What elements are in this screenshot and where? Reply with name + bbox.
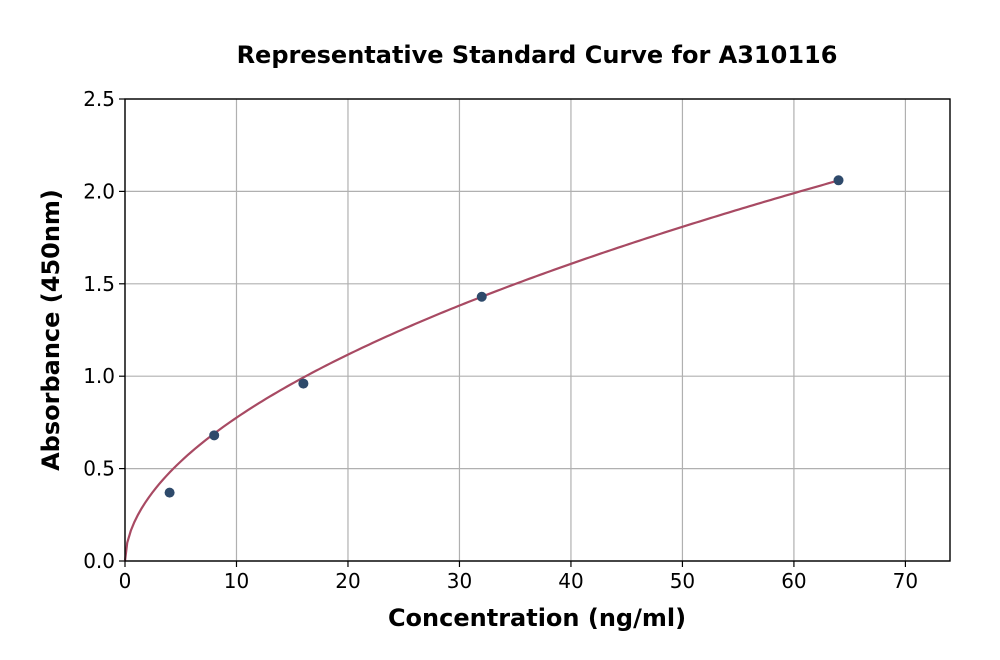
data-point — [298, 378, 309, 389]
y-axis-label: Absorbance (450nm) — [37, 189, 65, 471]
data-points — [164, 175, 844, 498]
x-tick-label: 0 — [119, 569, 132, 593]
data-point — [164, 487, 175, 498]
grid-lines — [124, 98, 950, 562]
x-tick-label: 40 — [558, 569, 583, 593]
data-point — [833, 175, 844, 186]
y-tick-label: 1.5 — [83, 272, 115, 296]
chart-title: Representative Standard Curve for A31011… — [237, 41, 838, 69]
x-axis-label: Concentration (ng/ml) — [388, 604, 686, 632]
y-tick-label: 1.0 — [83, 364, 115, 388]
x-tick-label: 30 — [447, 569, 472, 593]
x-tick-label: 50 — [670, 569, 695, 593]
data-point — [209, 430, 220, 441]
x-tick-label: 60 — [781, 569, 806, 593]
x-tick-label: 70 — [893, 569, 918, 593]
y-tick-label: 0.0 — [83, 549, 115, 573]
fit-curve-layer — [123, 179, 839, 562]
y-tick-label: 2.0 — [83, 179, 115, 203]
plot-frame — [124, 98, 951, 562]
x-tick-label: 10 — [224, 569, 249, 593]
fit-curve-line — [123, 179, 839, 562]
x-tick-label: 20 — [335, 569, 360, 593]
data-point — [476, 291, 487, 302]
y-tick-label: 0.5 — [83, 457, 115, 481]
axis-ticks: 0 10 20 30 40 50 60 70 0.0 0.5 1.0 1.5 2.0 2.5 — [83, 87, 918, 593]
y-tick-label: 2.5 — [83, 87, 115, 111]
